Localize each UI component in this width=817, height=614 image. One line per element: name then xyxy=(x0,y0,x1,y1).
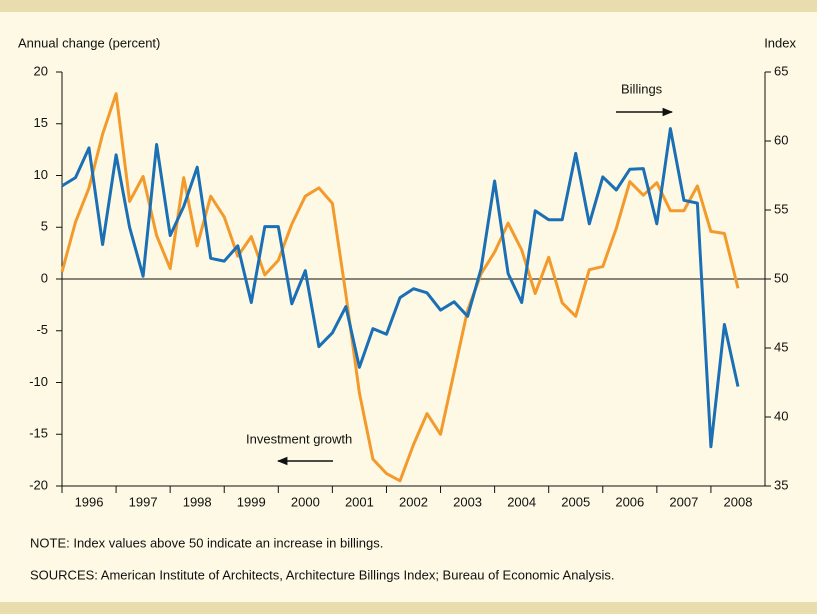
y2-tick-label: 55 xyxy=(774,201,788,216)
y-tick-label: 5 xyxy=(41,219,48,234)
y-tick-label: -5 xyxy=(36,322,48,337)
bottom-band xyxy=(0,602,817,614)
y-tick-label: 0 xyxy=(41,270,48,285)
y2-tick-label: 45 xyxy=(774,339,788,354)
sources: SOURCES: American Institute of Architect… xyxy=(30,567,615,582)
x-tick-label: 2004 xyxy=(507,494,536,509)
y2-tick-label: 60 xyxy=(774,132,788,147)
x-tick-label: 2003 xyxy=(453,494,482,509)
legend-label: Investment growth xyxy=(246,431,352,446)
series-line xyxy=(60,92,740,483)
x-tick-label: 2001 xyxy=(345,494,374,509)
y-tick-label: -20 xyxy=(29,477,48,492)
y-tick-label: -10 xyxy=(29,374,48,389)
y-axis-label: Annual change (percent) xyxy=(18,35,160,50)
series-line xyxy=(61,127,740,449)
x-tick-label: 2005 xyxy=(561,494,590,509)
y2-axis-label: Index xyxy=(764,35,796,50)
x-tick-label: 2008 xyxy=(724,494,753,509)
y2-tick-label: 50 xyxy=(774,270,788,285)
y2-tick-label: 35 xyxy=(774,477,788,492)
x-tick-label: 2007 xyxy=(669,494,698,509)
y-tick-label: 15 xyxy=(34,115,48,130)
x-tick-label: 1998 xyxy=(183,494,212,509)
x-tick-label: 2006 xyxy=(615,494,644,509)
x-tick-label: 2002 xyxy=(399,494,428,509)
top-band xyxy=(0,0,817,12)
x-tick-label: 2000 xyxy=(291,494,320,509)
y-tick-label: 20 xyxy=(34,63,48,78)
note: NOTE: Index values above 50 indicate an … xyxy=(30,535,383,550)
y2-tick-label: 40 xyxy=(774,408,788,423)
y-tick-label: 10 xyxy=(34,167,48,182)
x-tick-label: 1999 xyxy=(237,494,266,509)
y2-tick-label: 65 xyxy=(774,63,788,78)
x-tick-label: 1997 xyxy=(129,494,158,509)
x-tick-label: 1996 xyxy=(75,494,104,509)
y-tick-label: -15 xyxy=(29,426,48,441)
legend-label: Billings xyxy=(621,81,663,96)
